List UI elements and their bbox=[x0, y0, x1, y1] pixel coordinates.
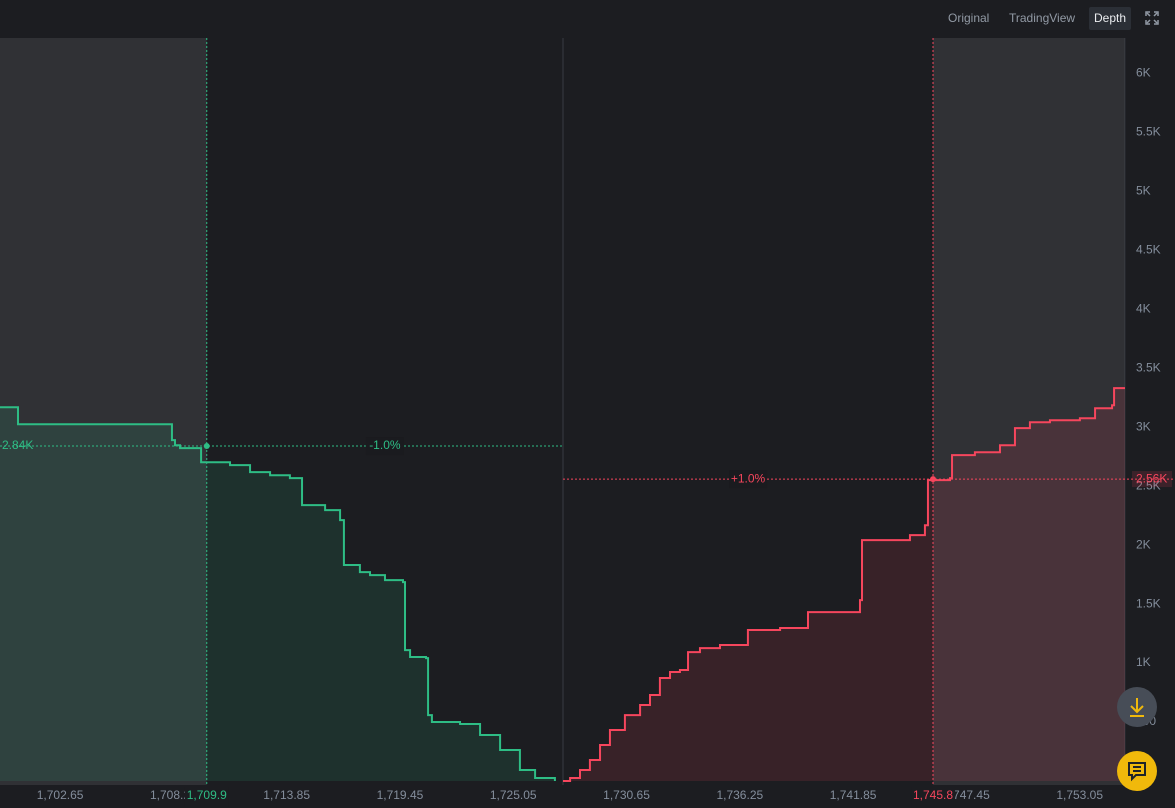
depth-line bbox=[0, 406, 556, 781]
toolbar: Original TradingView Depth bbox=[0, 0, 1175, 38]
original-tab[interactable]: Original bbox=[948, 11, 990, 25]
percent-label-bg bbox=[365, 437, 404, 456]
y-tick-label: 1.5K bbox=[1136, 596, 1161, 610]
x-tick-label: 1,730.65 bbox=[603, 788, 650, 802]
x-axis-bg bbox=[0, 785, 1175, 808]
range-shade bbox=[0, 38, 207, 785]
price-label: 1,709.9 bbox=[187, 788, 227, 802]
tradingview-tab[interactable]: TradingView bbox=[1009, 11, 1076, 25]
y-tick-label: 2K bbox=[1136, 537, 1151, 551]
x-tick-label: 1,725.05 bbox=[490, 788, 537, 802]
percent-label: -1.0% bbox=[369, 438, 401, 452]
amount-label: 2.84K bbox=[2, 438, 33, 452]
y-tick-label: 4K bbox=[1136, 301, 1151, 315]
y-tick-label: 1K bbox=[1136, 655, 1151, 669]
price-label: 1,745.8 bbox=[913, 788, 953, 802]
amount-label: 2.56K bbox=[1136, 471, 1167, 485]
depth-area bbox=[563, 388, 1125, 781]
y-tick-label: 2.5K bbox=[1136, 478, 1161, 492]
y-tick-label: 6K bbox=[1136, 66, 1151, 80]
amount-label-bg bbox=[1132, 471, 1172, 488]
y-tick-label: 4.5K bbox=[1136, 242, 1161, 256]
depth-tab[interactable]: Depth bbox=[1089, 7, 1132, 30]
x-tick-label: 1,713.85 bbox=[263, 788, 310, 802]
download-button[interactable] bbox=[1117, 687, 1157, 727]
x-tick-label: 1,753.05 bbox=[1056, 788, 1103, 802]
y-tick-label: 3K bbox=[1136, 419, 1151, 433]
depth-area bbox=[0, 407, 555, 781]
x-tick-label: 1,741.85 bbox=[830, 788, 877, 802]
x-tick-label: 1,736.25 bbox=[716, 788, 763, 802]
crosshair-dot bbox=[930, 476, 937, 483]
y-tick-label: 3.5K bbox=[1136, 360, 1161, 374]
crosshair-dot bbox=[203, 443, 210, 450]
percent-label-bg bbox=[729, 470, 768, 489]
x-tick-label: 1,719.45 bbox=[377, 788, 424, 802]
x-tick-label: 1,702.65 bbox=[37, 788, 84, 802]
y-tick-label: 5K bbox=[1136, 183, 1151, 197]
range-shade bbox=[933, 38, 1125, 785]
fullscreen-button[interactable] bbox=[1144, 10, 1160, 26]
chat-button[interactable] bbox=[1117, 751, 1157, 791]
depth-line bbox=[563, 387, 1125, 782]
price-label-bg bbox=[184, 787, 229, 807]
y-tick-label: 5.5K bbox=[1136, 125, 1161, 139]
percent-label: +1.0% bbox=[731, 471, 766, 485]
price-label-bg bbox=[911, 787, 956, 807]
